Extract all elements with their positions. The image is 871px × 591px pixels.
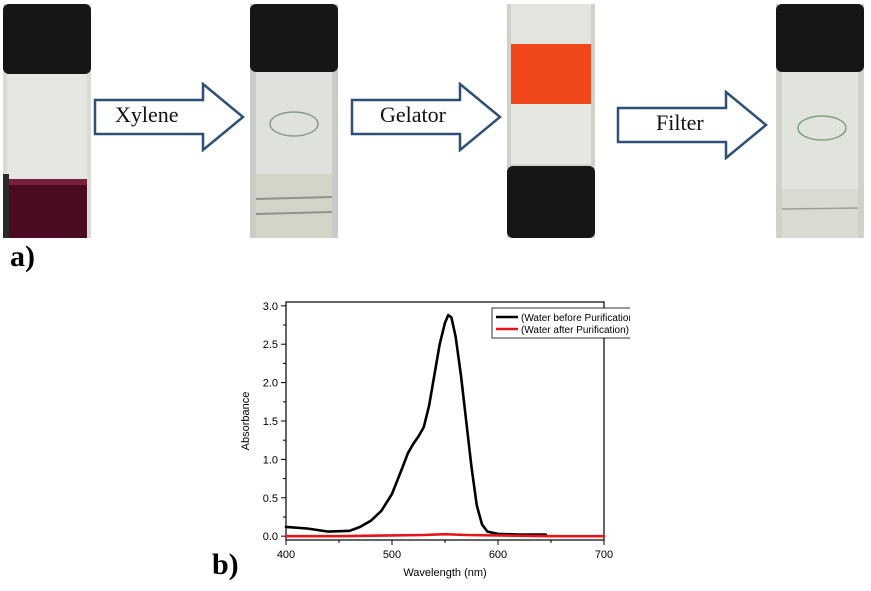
absorbance-chart: 400 500 600 700 0.0 0.5 1.0 1.5 2.0 2.5 3.0 Wavelen… [240,301,630,579]
panel-label-a: a) [10,240,35,273]
vial-photo-4 [776,4,864,238]
arrow-xylene: Xylene [93,82,245,152]
x-tick-label-500: 500 [383,549,401,561]
arrow-label-xylene: Xylene [115,102,179,127]
series-line-before [284,313,548,536]
vial-photo-1 [3,4,91,238]
vial-photo-3 [507,4,595,238]
y-tick-label-0.5: 0.5 [263,493,278,505]
y-tick-label-2.0: 2.0 [263,378,278,390]
x-tick-label-400: 400 [277,549,295,561]
y-tick-label-0.0: 0.0 [263,531,278,543]
arrow-gelator: Gelator [350,82,502,152]
x-tick-label-600: 600 [489,549,507,561]
y-tick-label-1.0: 1.0 [263,454,278,466]
legend-label-1: (Water after Purification) [521,325,629,336]
legend-box [491,307,630,339]
arrow-label-gelator: Gelator [380,102,446,127]
y-axis-title: Absorbance [240,392,252,451]
y-tick-label-3.0: 3.0 [263,301,278,313]
series-line-after [284,532,606,538]
arrow-filter: Filter [616,90,768,160]
x-axis-title: Wavelength (nm) [403,567,486,579]
panel-label-b: b) [212,548,239,581]
legend-label-0: (Water before Purification) [521,313,630,324]
arrow-label-filter: Filter [656,110,704,135]
y-tick-label-1.5: 1.5 [263,416,278,428]
y-tick-label-2.5: 2.5 [263,339,278,351]
vial-photo-2 [250,4,338,238]
x-tick-label-700: 700 [595,549,613,561]
